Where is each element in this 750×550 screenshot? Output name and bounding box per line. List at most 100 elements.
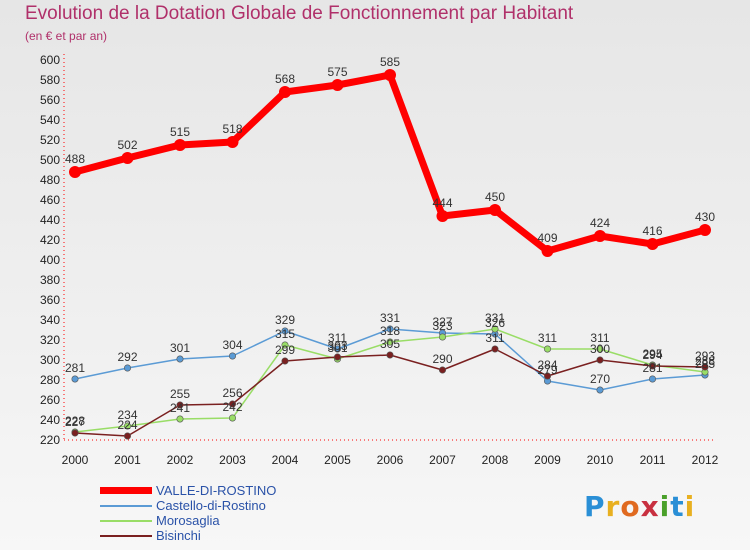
y-tick-label: 420 — [40, 233, 60, 247]
x-tick-label: 2005 — [324, 453, 351, 467]
data-label: 294 — [642, 348, 662, 362]
data-label: 301 — [327, 341, 347, 355]
y-tick-label: 280 — [40, 373, 60, 387]
data-label: 270 — [590, 372, 610, 386]
y-tick-label: 260 — [40, 393, 60, 407]
data-point — [438, 333, 446, 341]
data-label: 242 — [222, 400, 242, 414]
data-label: 299 — [275, 343, 295, 357]
data-label: 331 — [485, 311, 505, 325]
data-label: 326 — [485, 316, 505, 330]
data-label: 409 — [537, 231, 557, 245]
y-tick-label: 560 — [40, 93, 60, 107]
logo-letter: i — [659, 490, 671, 523]
data-label: 575 — [327, 65, 347, 79]
data-label: 502 — [117, 138, 137, 152]
data-point — [229, 352, 237, 360]
data-point — [386, 338, 394, 346]
x-tick-label: 2008 — [482, 453, 509, 467]
data-label: 315 — [275, 327, 295, 341]
data-label: 424 — [590, 216, 610, 230]
data-label: 318 — [380, 324, 400, 338]
data-point — [543, 372, 551, 380]
logo-letter: o — [620, 490, 641, 523]
data-point — [124, 432, 132, 440]
y-tick-label: 520 — [40, 133, 60, 147]
x-tick-label: 2004 — [272, 453, 299, 467]
data-label: 241 — [170, 401, 190, 415]
data-point — [226, 136, 239, 148]
y-tick-label: 400 — [40, 253, 60, 267]
logo-letter: t — [670, 490, 685, 523]
data-label: 444 — [432, 196, 452, 210]
data-label: 301 — [170, 341, 190, 355]
data-point — [71, 375, 79, 383]
data-label: 450 — [485, 190, 505, 204]
data-label: 518 — [222, 122, 242, 136]
data-label: 311 — [485, 331, 504, 345]
legend-label: Morosaglia — [156, 513, 220, 528]
data-point — [596, 345, 604, 353]
data-label: 293 — [695, 349, 715, 363]
logo-letter: P — [584, 490, 606, 523]
legend-swatch — [100, 535, 152, 537]
data-label: 256 — [222, 386, 242, 400]
data-point — [333, 345, 341, 353]
chart-title: Evolution de la Dotation Globale de Fonc… — [25, 3, 574, 24]
data-point — [124, 422, 132, 430]
data-point — [281, 357, 289, 365]
data-label: 311 — [590, 331, 609, 345]
data-label: 290 — [432, 352, 452, 366]
data-point — [124, 364, 132, 372]
legend-label: Castello-di-Rostino — [156, 498, 266, 513]
proxiti-logo: Proxiti — [584, 490, 695, 523]
data-point — [229, 414, 237, 422]
data-point — [279, 86, 291, 98]
y-tick-label: 540 — [40, 113, 60, 127]
legend-label: Bisinchi — [156, 528, 201, 543]
x-tick-label: 2001 — [114, 453, 141, 467]
data-point — [176, 415, 184, 423]
data-label: 305 — [380, 337, 400, 351]
y-tick-label: 320 — [40, 333, 60, 347]
data-point — [333, 353, 341, 361]
x-tick-label: 2011 — [640, 453, 666, 467]
data-label: 327 — [432, 315, 452, 329]
data-label: 284 — [537, 358, 557, 372]
y-tick-label: 580 — [40, 73, 60, 87]
y-tick-label: 220 — [40, 433, 60, 447]
data-point — [596, 356, 604, 364]
data-label: 329 — [275, 313, 295, 327]
y-tick-label: 600 — [40, 53, 60, 67]
x-tick-label: 2010 — [587, 453, 614, 467]
data-point — [281, 327, 289, 335]
data-label: 323 — [432, 319, 452, 333]
data-point — [331, 79, 344, 91]
x-tick-label: 2006 — [377, 453, 404, 467]
data-label: 234 — [117, 408, 137, 422]
data-label: 416 — [642, 224, 662, 238]
y-tick-label: 300 — [40, 353, 60, 367]
data-label: 311 — [328, 331, 347, 345]
series-line — [71, 71, 709, 255]
y-tick-label: 440 — [40, 213, 60, 227]
data-point — [69, 166, 81, 178]
data-point — [646, 238, 659, 250]
data-label: 430 — [695, 210, 715, 224]
data-label: 292 — [117, 350, 137, 364]
x-tick-label: 2012 — [692, 453, 719, 467]
data-label: 288 — [695, 354, 715, 368]
data-label: 281 — [642, 361, 662, 375]
data-point — [176, 355, 184, 363]
y-tick-label: 500 — [40, 153, 60, 167]
data-point — [596, 386, 604, 394]
data-point — [229, 400, 237, 408]
x-tick-label: 2009 — [534, 453, 561, 467]
data-label: 304 — [222, 338, 242, 352]
y-tick-label: 340 — [40, 313, 60, 327]
data-point — [121, 152, 134, 164]
data-point — [436, 210, 449, 222]
legend-swatch — [100, 487, 152, 494]
data-label: 303 — [327, 339, 347, 353]
